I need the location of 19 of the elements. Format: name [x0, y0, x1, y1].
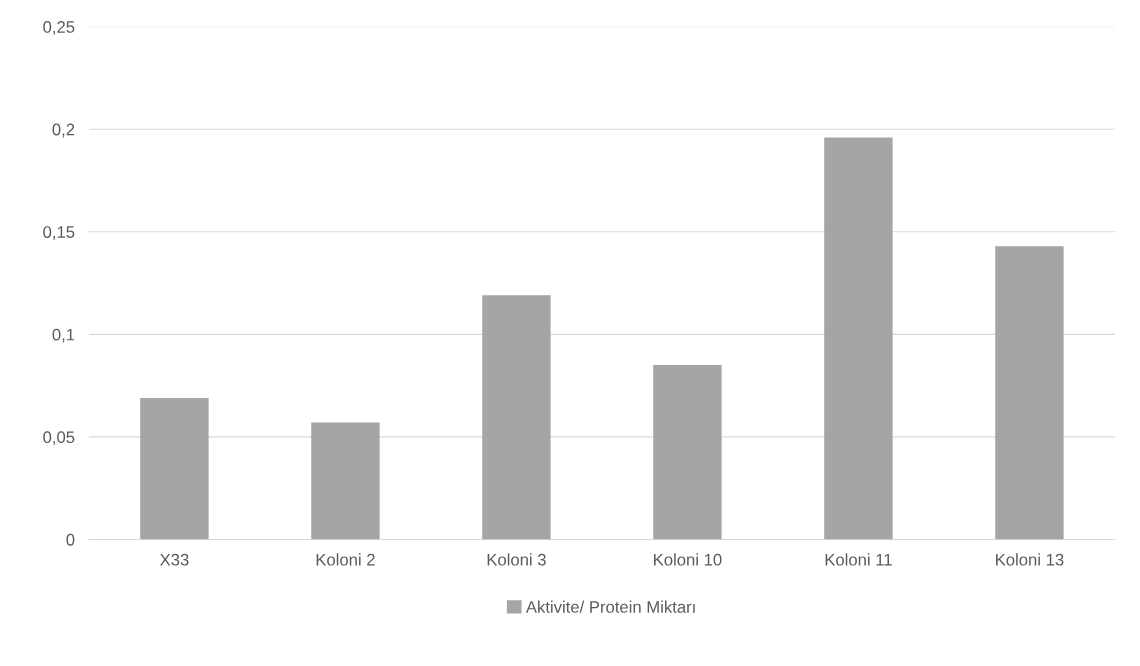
- x-tick-label: Koloni 11: [825, 553, 892, 566]
- bar: [824, 137, 893, 540]
- y-tick-label: 0,2: [52, 123, 75, 138]
- y-tick-label: 0,05: [43, 431, 75, 446]
- y-tick-label: 0: [66, 533, 75, 546]
- x-tick-label: Koloni 10: [654, 553, 722, 566]
- x-tick-label: Koloni 13: [996, 553, 1064, 566]
- bar: [311, 422, 380, 540]
- x-tick-label: X33: [159, 553, 189, 566]
- legend-label: Aktivite/ Protein Miktarı: [525, 600, 695, 613]
- y-tick-label: 0,15: [43, 226, 75, 240]
- y-tick-label: 0,1: [52, 328, 75, 343]
- bar: [653, 365, 722, 540]
- bar: [482, 295, 551, 540]
- bar: [995, 246, 1064, 540]
- x-tick-label: Koloni 2: [316, 553, 375, 566]
- x-tick-label: Koloni 3: [487, 553, 546, 566]
- bar: [140, 397, 209, 540]
- y-tick-label: 0,25: [43, 21, 75, 35]
